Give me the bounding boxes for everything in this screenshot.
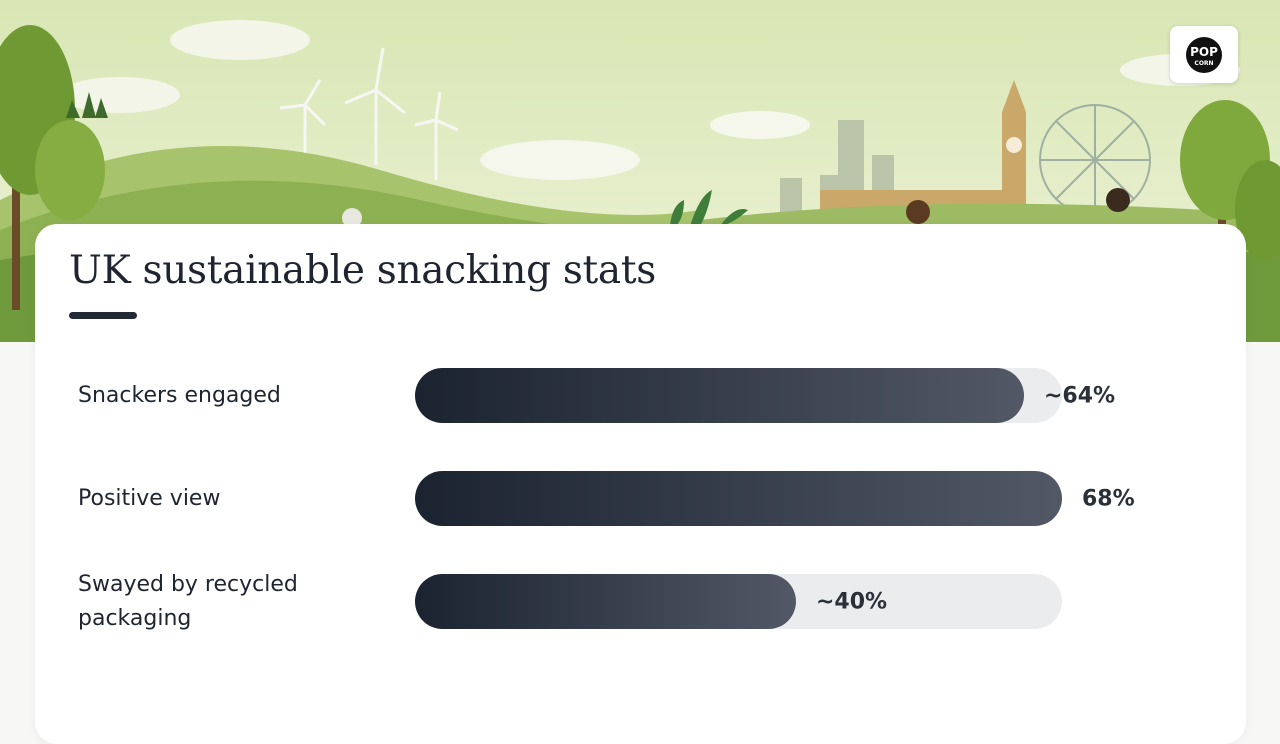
bar [415,574,796,629]
popcorn-logo-icon: POP CORN [1186,36,1222,73]
bar-track [415,471,1062,526]
bar-row-swayed-by-recycled-packaging: Swayed by recycled packaging ~40% [35,572,1246,631]
bar-row-positive-view: Positive view 68% [35,471,1246,527]
chart-title: UK sustainable snacking stats [69,248,656,293]
data-label: ~64% [1044,383,1116,409]
bar [415,368,1024,423]
stats-card: UK sustainable snacking stats Snackers e… [35,224,1246,744]
data-label: ~40% [816,589,888,615]
logo-text-bottom: CORN [1194,60,1213,67]
brand-logo: POP CORN [1170,26,1238,83]
category-label: Positive view [78,486,221,511]
category-label: Swayed by recycled packaging [78,572,298,631]
title-underline [69,312,137,319]
bar [415,471,1062,526]
data-label: 68% [1082,486,1135,512]
logo-text-top: POP [1190,45,1218,59]
bar-track [415,368,1062,423]
bar-track [415,574,1062,629]
bar-row-snackers-engaged: Snackers engaged ~64% [35,368,1246,424]
category-label: Snackers engaged [78,383,281,408]
